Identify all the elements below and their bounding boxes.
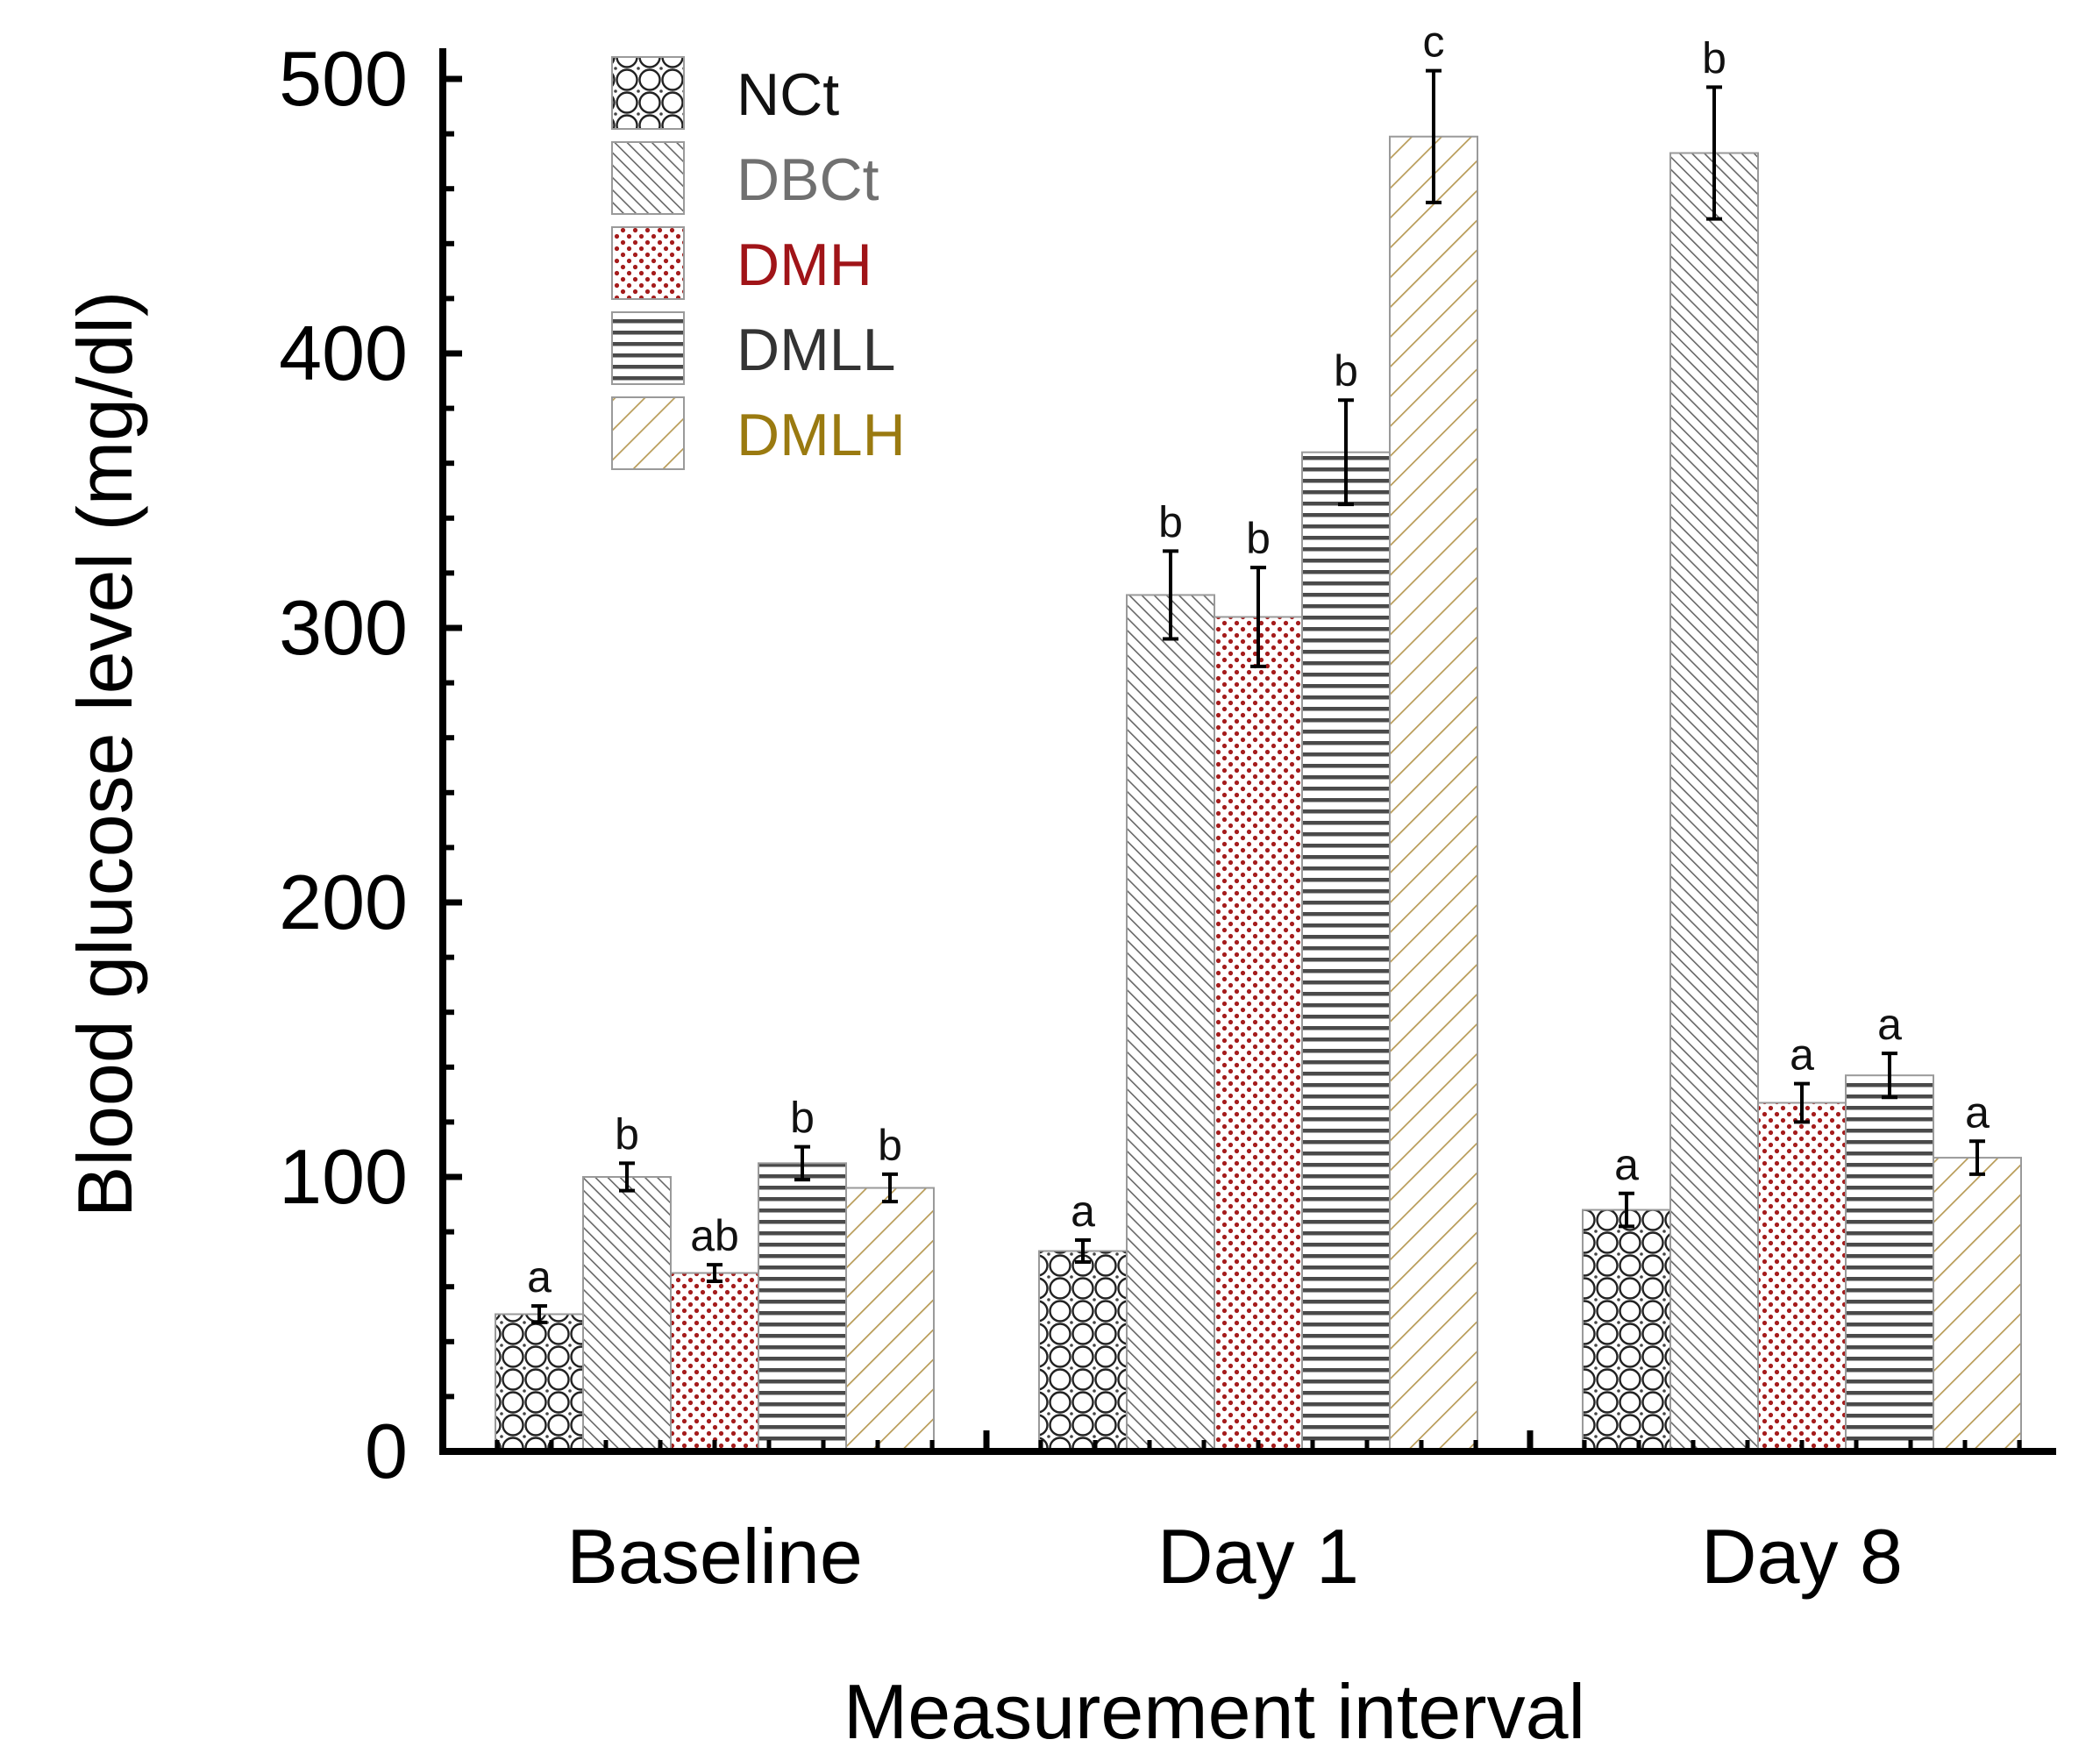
bar-dmll-2: [1845, 1074, 1934, 1452]
x-ticks: Baseline Day 1 Day 8: [495, 1430, 2022, 1600]
bars-layer: [495, 135, 2022, 1453]
significance-label: a: [1790, 1030, 1814, 1080]
error-bar-dmlh-0: [882, 1172, 898, 1204]
significance-label: a: [1965, 1087, 1990, 1137]
significance-label: a: [1614, 1140, 1639, 1189]
significance-label: b: [1334, 346, 1358, 396]
error-bar-nct-0: [531, 1304, 547, 1324]
bar-nct-1: [1038, 1250, 1128, 1453]
significance-label: a: [1071, 1187, 1095, 1236]
significance-label: a: [1877, 1000, 1902, 1049]
y-tick-label: 0: [365, 1408, 408, 1494]
significance-label: ab: [690, 1211, 739, 1260]
error-bar-dmlh-2: [1969, 1139, 1985, 1176]
legend: NCt DBCt DMH DMLL DMLH: [611, 56, 906, 470]
error-bar-dbct-1: [1163, 549, 1178, 641]
bar-dmh-0: [670, 1272, 759, 1453]
y-tick-label: 100: [279, 1133, 408, 1220]
error-bar-dmlh-1: [1426, 68, 1442, 204]
legend-label: DMH: [737, 232, 872, 298]
y-tick-label: 200: [279, 859, 408, 945]
legend-item-nct: NCt: [611, 56, 839, 130]
significance-label: b: [1702, 33, 1726, 82]
bar-nct-2: [1582, 1209, 1671, 1453]
error-bar-dmll-1: [1338, 398, 1354, 507]
error-bar-dbct-2: [1706, 85, 1722, 221]
bar-dmll-1: [1301, 451, 1391, 1452]
legend-item-dbct: DBCt: [611, 141, 879, 215]
y-tick-label: 500: [279, 35, 408, 122]
bar-dbct-2: [1669, 152, 1759, 1452]
legend-label: DBCt: [737, 146, 879, 213]
bar-dmlh-0: [845, 1187, 935, 1453]
error-bar-dmll-2: [1882, 1052, 1897, 1100]
bar-dmll-0: [758, 1162, 847, 1452]
legend-swatch: [611, 141, 685, 215]
x-category-label: Baseline: [566, 1513, 863, 1600]
significance-label: a: [527, 1252, 552, 1301]
significance-label: b: [1158, 497, 1183, 546]
x-axis-title: Measurement interval: [844, 1668, 1585, 1754]
error-bar-nct-1: [1075, 1237, 1091, 1265]
error-bar-dmh-2: [1794, 1081, 1810, 1124]
error-bar-nct-2: [1619, 1191, 1634, 1229]
x-category-label: Day 1: [1157, 1513, 1359, 1600]
y-tick-label: 300: [279, 584, 408, 671]
y-tick-label: 400: [279, 310, 408, 396]
significance-label: c: [1423, 18, 1445, 67]
error-bar-dmll-0: [794, 1144, 810, 1182]
x-category-label: Day 8: [1701, 1513, 1903, 1600]
error-bar-dmh-0: [707, 1263, 723, 1283]
significance-label: b: [790, 1094, 815, 1143]
bar-nct-0: [495, 1313, 584, 1452]
significance-label: b: [615, 1109, 639, 1159]
legend-swatch: [611, 396, 685, 470]
legend-swatch: [611, 56, 685, 130]
legend-item-dmlh: DMLH: [611, 396, 906, 470]
error-bar-dmh-1: [1250, 566, 1266, 668]
legend-item-dmll: DMLL: [611, 311, 895, 385]
legend-label: DMLL: [737, 317, 895, 383]
bar-dbct-0: [582, 1176, 672, 1452]
significance-label: b: [1246, 514, 1271, 563]
bar-dmh-1: [1214, 616, 1303, 1452]
significance-label: b: [878, 1121, 902, 1170]
axes: 0 100 200 300 400 500 Baseline Day 1 Day 8: [279, 35, 2056, 1600]
error-bars-layer: [531, 68, 1985, 1324]
y-axis-title: Blood glucose level (mg/dl): [61, 291, 148, 1218]
legend-label: DMLH: [737, 402, 906, 468]
y-ticks: 0 100 200 300 400 500: [279, 35, 462, 1494]
legend-item-dmh: DMH: [611, 226, 872, 300]
bar-dmlh-1: [1389, 135, 1478, 1453]
bar-dbct-1: [1126, 594, 1215, 1452]
bar-dmh-2: [1757, 1102, 1847, 1452]
error-bar-dbct-0: [619, 1161, 635, 1193]
bar-dmlh-2: [1933, 1157, 2022, 1452]
legend-label: NCt: [737, 61, 839, 128]
legend-swatch: [611, 311, 685, 385]
legend-swatch: [611, 226, 685, 300]
